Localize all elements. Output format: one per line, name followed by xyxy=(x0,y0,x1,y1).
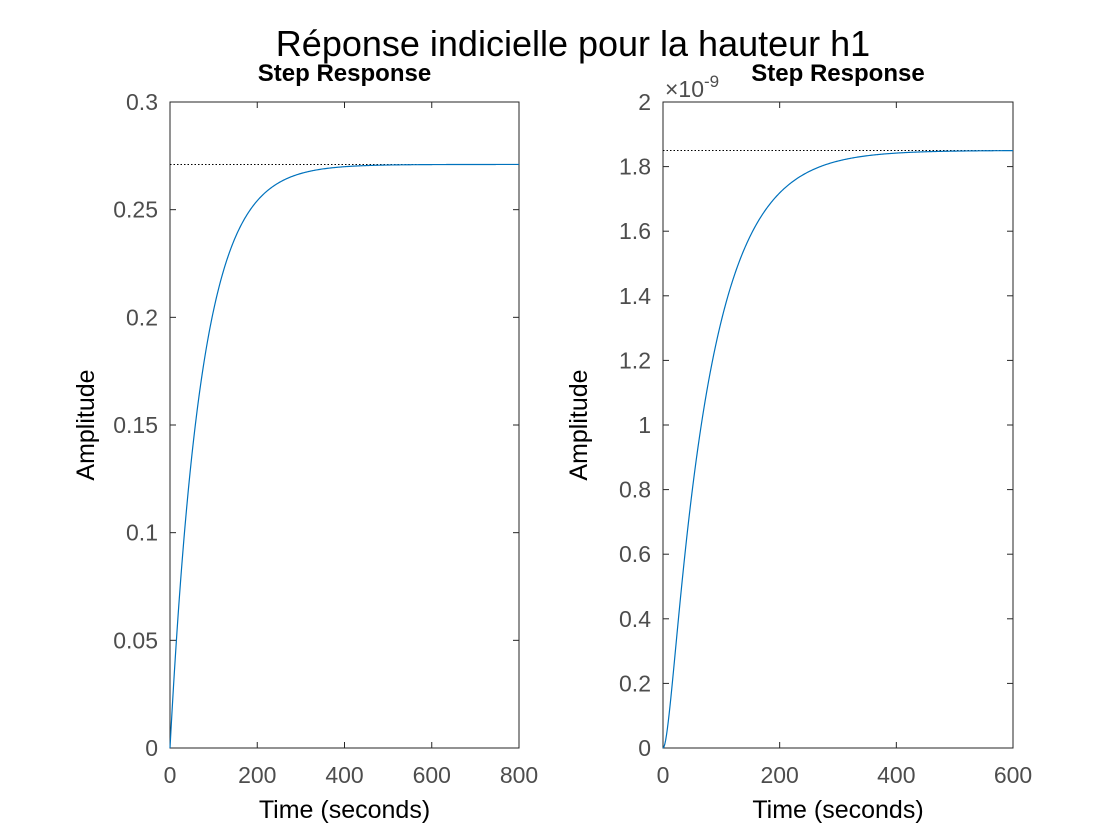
left-step-response-series xyxy=(169,163,519,749)
left-x-tick-label: 200 xyxy=(238,762,276,788)
right-plot-area xyxy=(662,101,1014,749)
right-y-tick-label: 0 xyxy=(638,735,651,761)
left-y-axis-label: Amplitude xyxy=(72,369,100,480)
right-x-tick-label: 600 xyxy=(994,762,1032,788)
left-x-axis-label: Time (seconds) xyxy=(259,796,430,824)
left-x-tick-label: 600 xyxy=(413,762,451,788)
left-y-tick-label: 0.1 xyxy=(126,520,158,546)
left-x-tick-label: 0 xyxy=(164,762,177,788)
right-y-tick-label: 0.2 xyxy=(619,670,651,696)
left-y-tick-label: 0.2 xyxy=(126,304,158,330)
right-y-tick-label: 1.2 xyxy=(619,347,651,373)
left-y-tick-label: 0.3 xyxy=(126,89,158,115)
right-x-axis-label: Time (seconds) xyxy=(752,796,923,824)
left-x-tick-label: 800 xyxy=(500,762,538,788)
right-exponent-base: ×10 xyxy=(665,76,704,102)
right-exponent-label: ×10-9 xyxy=(665,72,719,102)
right-y-tick-label: 0.4 xyxy=(619,606,651,632)
right-axes-title: Step Response xyxy=(751,60,924,87)
right-y-tick-label: 0.6 xyxy=(619,541,651,567)
right-y-axis-label: Amplitude xyxy=(565,369,593,480)
left-step-response-axes: Step Response 0 200 400 600 800 0 0.05 0.1 0.15 0.… xyxy=(72,60,538,824)
left-plot-area xyxy=(169,101,520,749)
right-y-tick-label: 1.4 xyxy=(619,283,651,309)
right-y-tick-label: 0.8 xyxy=(619,477,651,503)
left-axes-title: Step Response xyxy=(258,60,431,87)
figure-suptitle: Réponse indicielle pour la hauteur h1 xyxy=(276,23,870,64)
right-exponent-power: -9 xyxy=(704,72,719,91)
left-y-tick-label: 0.05 xyxy=(113,627,158,653)
right-step-response-series xyxy=(662,150,1014,749)
left-x-tick-label: 400 xyxy=(325,762,363,788)
left-y-tick-label: 0.15 xyxy=(113,412,158,438)
right-y-tick-label: 2 xyxy=(638,89,651,115)
right-x-tick-label: 400 xyxy=(877,762,915,788)
right-step-response-axes: Step Response 0 200 400 600 0 0.2 0.4 0.6 0.8 1 1.2… xyxy=(565,60,1032,824)
left-y-tick-label: 0.25 xyxy=(113,197,158,223)
right-y-tick-label: 1.6 xyxy=(619,218,651,244)
left-y-tick-label: 0 xyxy=(145,735,158,761)
right-x-tick-label: 200 xyxy=(760,762,798,788)
right-x-tick-label: 0 xyxy=(657,762,670,788)
right-y-tick-label: 1.8 xyxy=(619,154,651,180)
right-y-tick-label: 1 xyxy=(638,412,651,438)
